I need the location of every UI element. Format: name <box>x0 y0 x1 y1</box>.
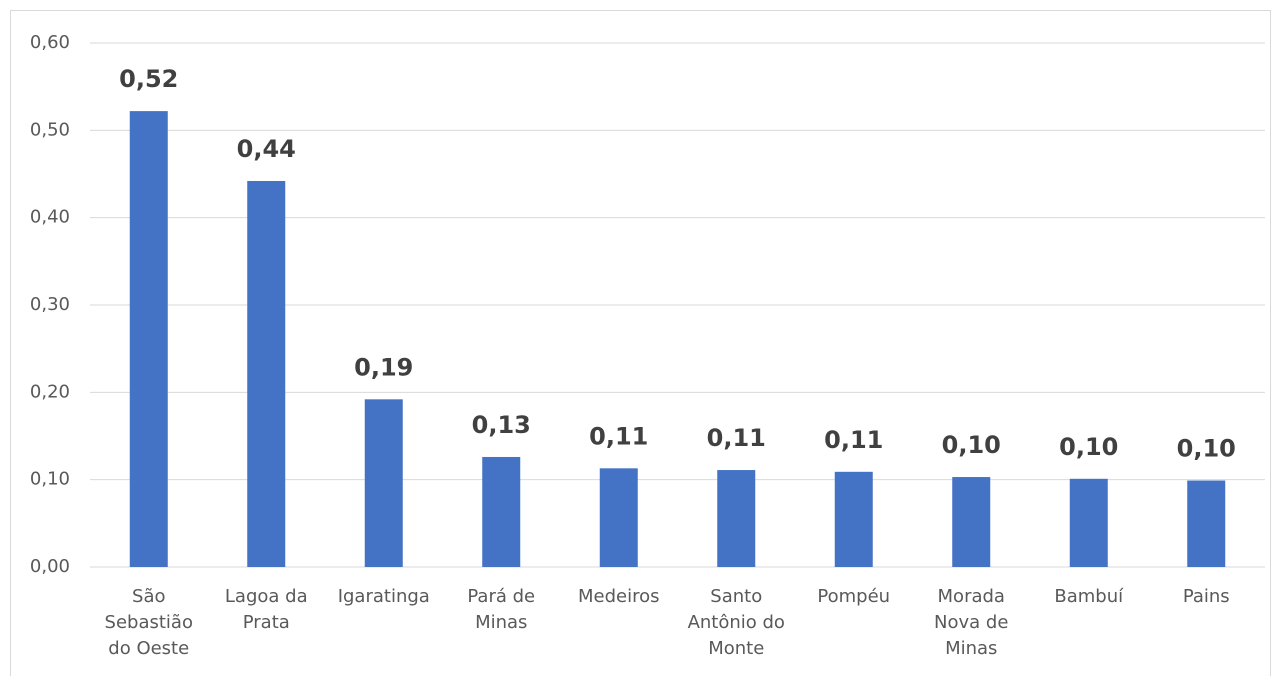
y-tick-label: 0,30 <box>30 294 70 315</box>
y-tick-label: 0,10 <box>30 469 70 490</box>
bar <box>1187 480 1226 567</box>
bar <box>482 456 521 567</box>
bar <box>1069 478 1108 567</box>
value-label: 0,11 <box>589 422 648 450</box>
bar <box>364 399 403 567</box>
x-tick-label: Lagoa da Prata <box>224 586 308 633</box>
y-tick-label: 0,60 <box>30 32 70 53</box>
x-tick-label: Pará de Minas <box>467 586 536 633</box>
x-tick-label: Pains <box>1182 586 1230 607</box>
bar <box>599 468 638 567</box>
bar <box>834 471 873 567</box>
y-tick-label: 0,40 <box>30 207 70 228</box>
bar <box>247 180 286 567</box>
x-tick-label: Pompéu <box>817 586 891 607</box>
x-tick-label: Santo Antônio do Monte <box>687 586 785 659</box>
bar <box>952 477 991 567</box>
y-tick-label: 0,20 <box>30 381 70 402</box>
value-label: 0,10 <box>1177 435 1236 463</box>
chart-border <box>10 10 1271 676</box>
x-tick-label: Bambuí <box>1054 586 1124 607</box>
x-tick-label: Igaratinga <box>337 586 430 607</box>
x-tick-label: São Sebastião do Oeste <box>104 586 193 659</box>
value-label: 0,52 <box>119 65 178 93</box>
y-tick-label: 0,50 <box>30 119 70 140</box>
value-label: 0,10 <box>1059 433 1118 461</box>
value-label: 0,13 <box>472 411 531 439</box>
value-label: 0,11 <box>824 426 883 454</box>
y-tick-label: 0,00 <box>30 556 70 577</box>
value-label: 0,11 <box>707 424 766 452</box>
value-label: 0,44 <box>237 135 296 163</box>
value-label: 0,19 <box>354 353 413 381</box>
x-tick-label: Morada Nova de Minas <box>934 586 1009 659</box>
bar <box>129 111 168 568</box>
value-label: 0,10 <box>942 431 1001 459</box>
bar <box>717 470 756 567</box>
x-tick-label: Medeiros <box>577 586 660 607</box>
